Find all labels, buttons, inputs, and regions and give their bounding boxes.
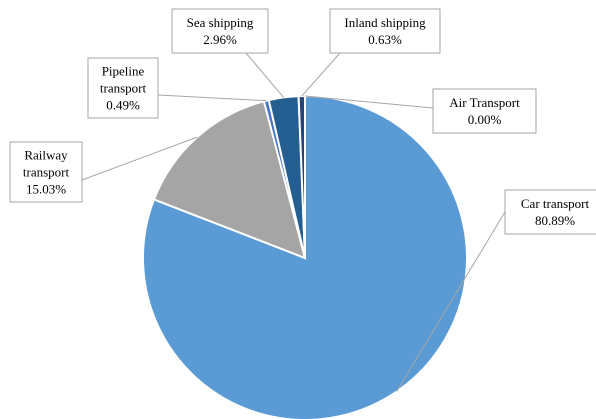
data-label-box (329, 8, 441, 54)
data-label-box (87, 57, 159, 119)
data-labels: Car transport 80.89% Railway transport 15.03… (9, 8, 596, 235)
data-label-text: Car transport (521, 196, 590, 211)
data-label-text: Pipeline (102, 64, 145, 79)
data-label-text: Air Transport (449, 95, 520, 110)
data-label-box (504, 189, 596, 235)
data-label-inland-shipping: Inland shipping 0.63% (329, 8, 441, 54)
leader-line-sea-shipping (245, 52, 284, 98)
data-label-text: 80.89% (535, 213, 575, 228)
data-label-text: Inland shipping (344, 15, 426, 30)
data-label-text: 0.00% (468, 112, 502, 127)
data-label-sea-shipping: Sea shipping 2.96% (171, 8, 269, 54)
data-label-railway-transport: Railway transport 15.03% (9, 141, 83, 203)
data-label-text: Sea shipping (187, 15, 254, 30)
pie-slice-railway-transport (152, 100, 307, 260)
data-label-text: 0.49% (106, 98, 140, 113)
data-label-text: 15.03% (26, 182, 66, 197)
data-label-box (9, 141, 83, 203)
leader-lines (81, 52, 506, 392)
data-label-text: 0.63% (368, 32, 402, 47)
data-label-text: transport (23, 165, 70, 180)
pie-slice-inland-shipping (297, 94, 306, 259)
data-label-box (171, 8, 269, 54)
data-label-car-transport: Car transport 80.89% (504, 189, 596, 235)
data-label-text: 2.96% (203, 32, 237, 47)
leader-line-air-transport (304, 95, 434, 109)
leader-line-pipeline-transport (157, 94, 267, 102)
leader-line-car-transport (396, 211, 506, 392)
leader-line-inland-shipping (301, 52, 341, 97)
data-label-text: transport (100, 81, 147, 96)
data-label-air-transport: Air Transport 0.00% (432, 88, 537, 134)
data-label-pipeline-transport: Pipeline transport 0.49% (87, 57, 159, 119)
data-label-box (432, 88, 537, 134)
leader-line-railway-transport (81, 136, 198, 181)
data-label-text: Railway (24, 148, 68, 163)
pie-slices (142, 94, 468, 419)
